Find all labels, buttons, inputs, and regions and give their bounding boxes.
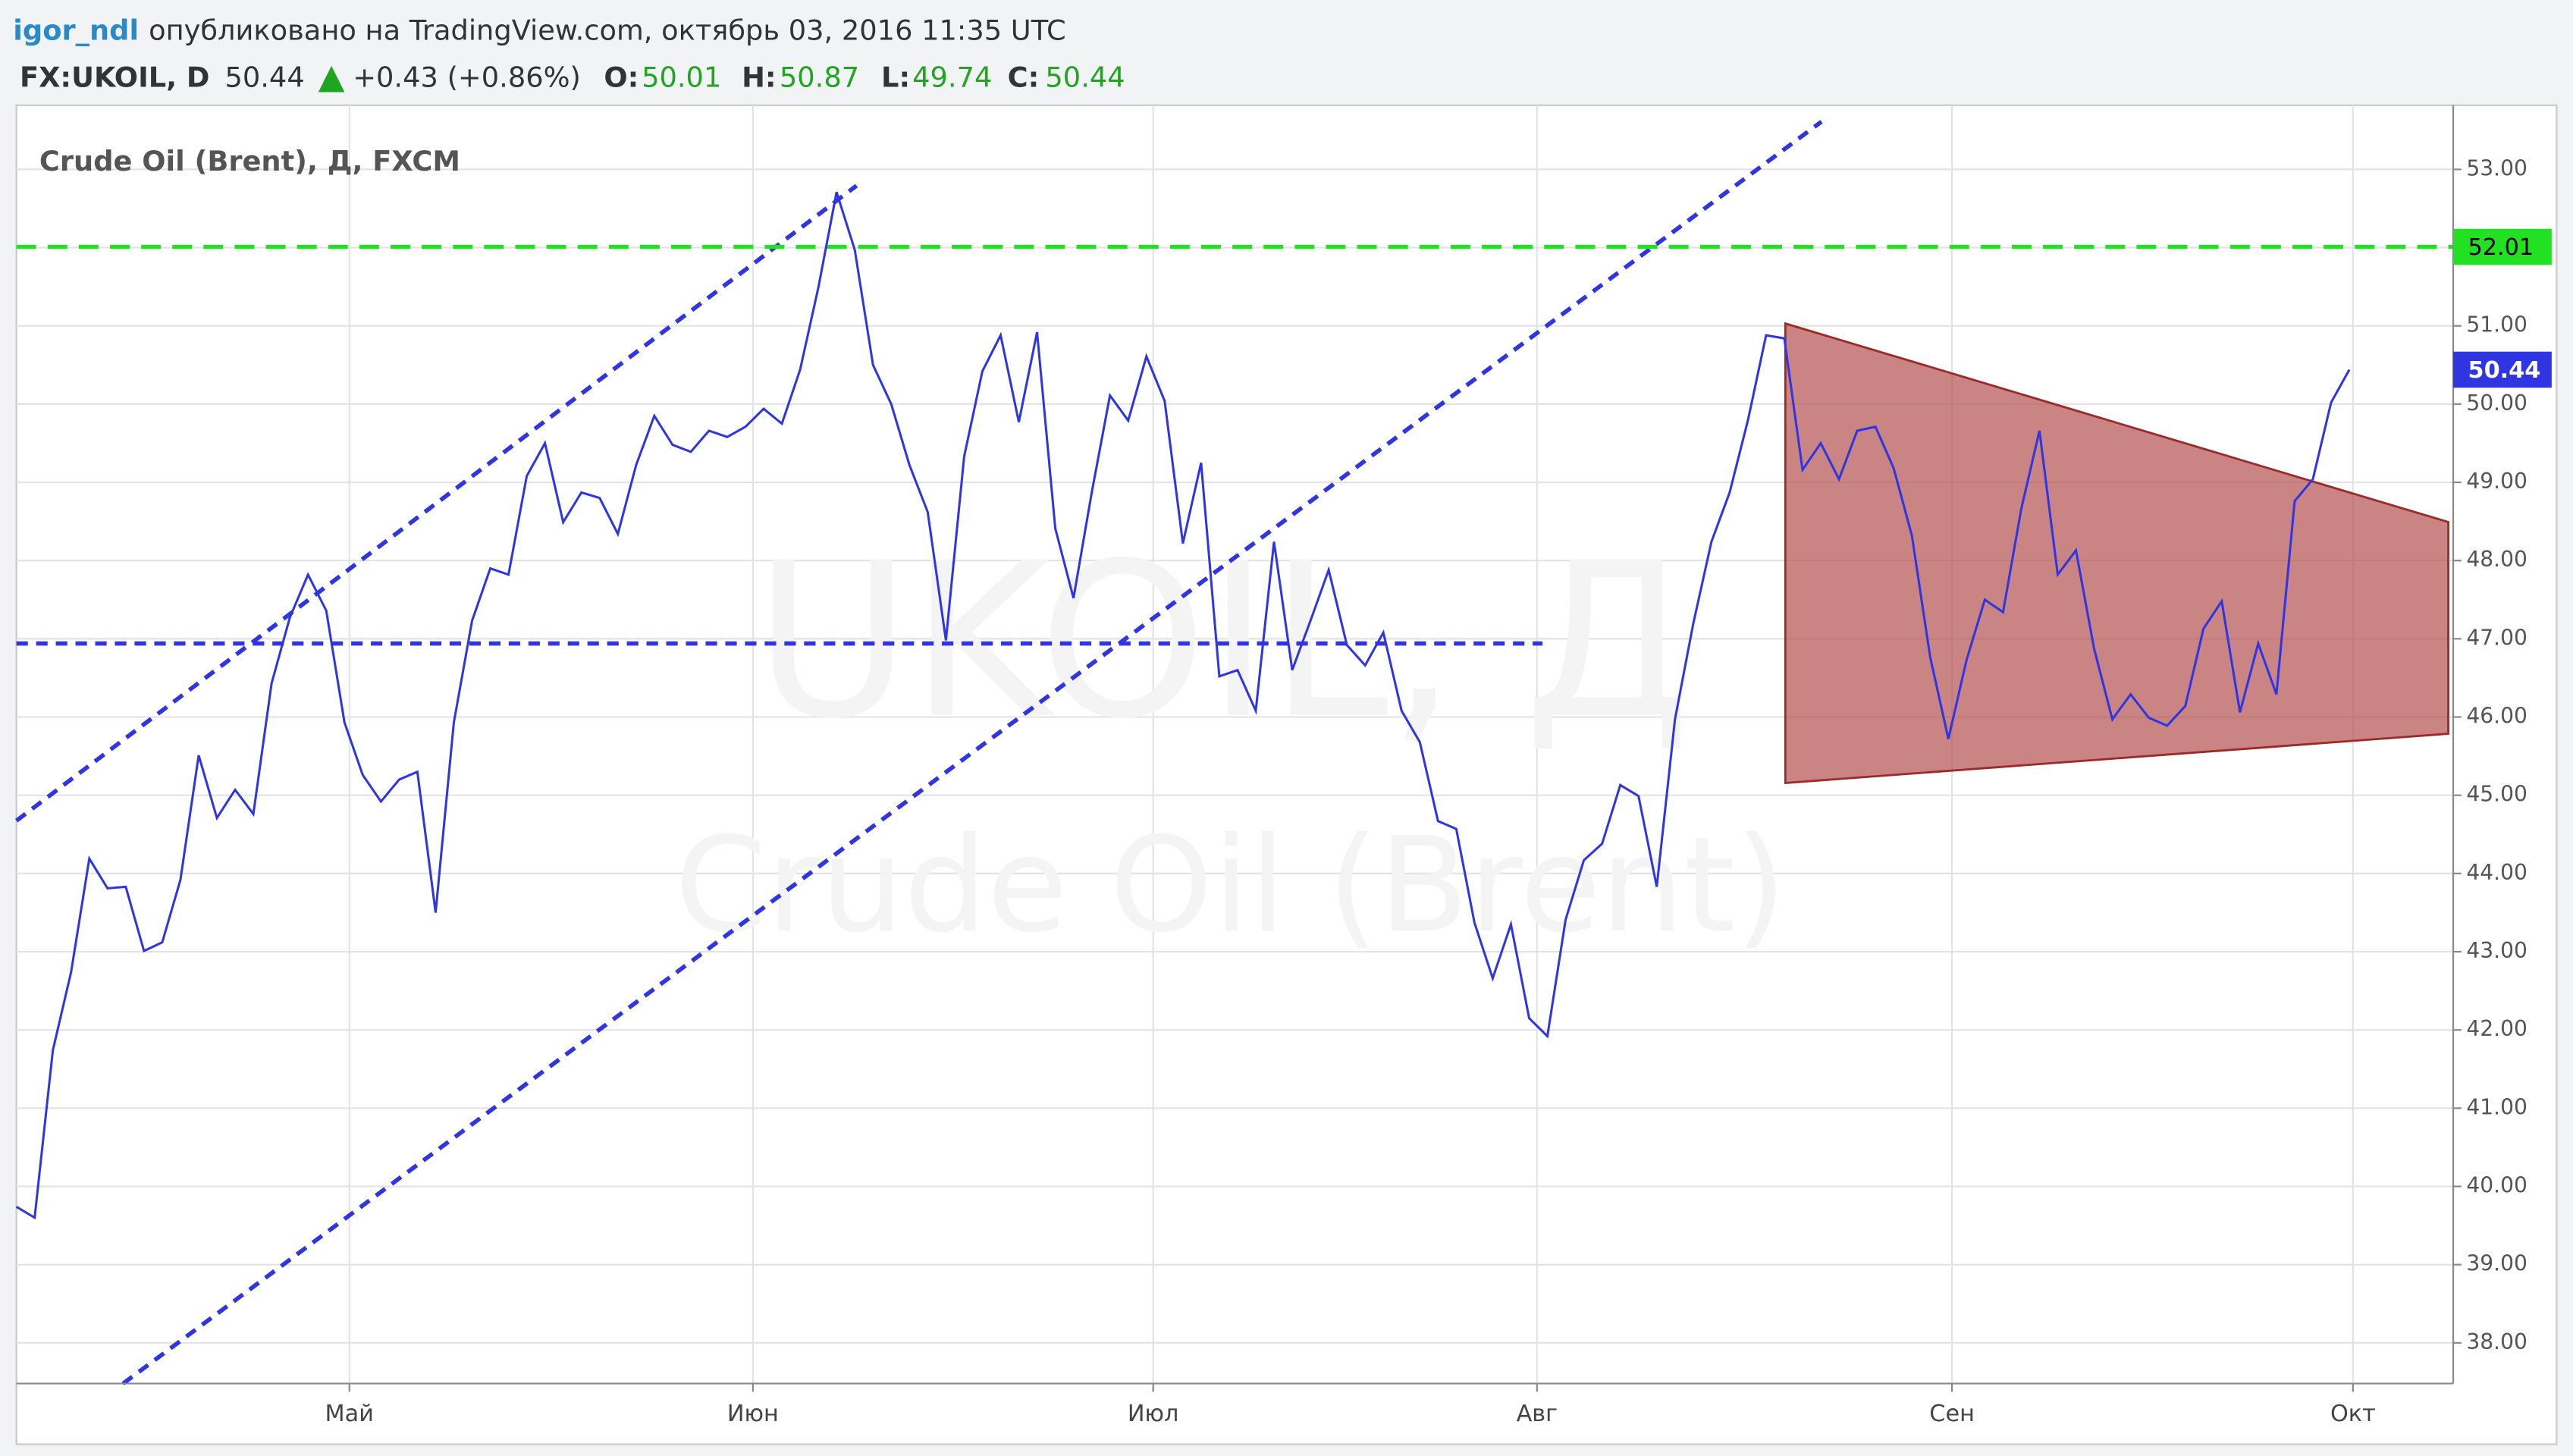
close: 50.44 xyxy=(1045,61,1125,94)
chart-title: Crude Oil (Brent), Д, FXCM xyxy=(39,145,460,177)
price-tag-label: 52.01 xyxy=(2468,234,2534,261)
change: +0.43 (+0.86%) xyxy=(353,61,581,94)
y-tick-label: 44.00 xyxy=(2466,860,2528,885)
last: 50.44 xyxy=(224,61,304,94)
open-label: O: xyxy=(604,61,639,94)
x-tick-label: Июн xyxy=(727,1401,779,1427)
x-tick-label: Окт xyxy=(2330,1401,2376,1427)
y-tick-label: 38.00 xyxy=(2466,1329,2528,1354)
plot xyxy=(15,191,2454,1220)
triangle-drawing[interactable] xyxy=(1784,322,2449,785)
open: 50.01 xyxy=(642,61,721,94)
low-label: L: xyxy=(881,61,910,94)
low: 49.74 xyxy=(912,61,992,94)
close-label: C: xyxy=(1008,61,1040,94)
y-tick-label: 51.00 xyxy=(2466,312,2528,337)
last-price-label: 50.44 xyxy=(2468,357,2541,384)
y-tick-label: 43.00 xyxy=(2466,938,2528,963)
header-line: igor_ndl опубликовано на TradingView.com,… xyxy=(13,14,1065,46)
watermark-subtitle: Crude Oil (Brent) xyxy=(675,808,1787,962)
price-line xyxy=(15,191,2351,1220)
x-tick-label: Сен xyxy=(1929,1401,1975,1427)
y-tick-label: 46.00 xyxy=(2466,704,2528,729)
x-tick-label: Авг xyxy=(1517,1401,1558,1427)
y-tick-label: 47.00 xyxy=(2466,625,2528,650)
published: опубликовано на TradingView.com, октябрь… xyxy=(149,14,1066,46)
x-tick-label: Июл xyxy=(1128,1401,1179,1427)
y-tick-label: 45.00 xyxy=(2466,782,2528,807)
y-tick-label: 42.00 xyxy=(2466,1016,2528,1041)
y-tick-label: 39.00 xyxy=(2466,1251,2528,1276)
x-tick-label: Май xyxy=(325,1401,374,1427)
y-tick-label: 48.00 xyxy=(2466,547,2528,572)
up-arrow xyxy=(318,65,345,93)
y-tick-label: 40.00 xyxy=(2466,1173,2528,1198)
symbol: FX:UKOIL, D xyxy=(20,61,210,94)
channel-lower[interactable] xyxy=(121,120,1823,1385)
high-label: H: xyxy=(742,61,776,94)
author[interactable]: igor_ndl xyxy=(13,14,139,46)
y-tick-label: 50.00 xyxy=(2466,391,2528,416)
price-tag xyxy=(2453,228,2552,265)
y-tick-label: 49.00 xyxy=(2466,469,2528,494)
y-tick-label: 53.00 xyxy=(2466,155,2528,180)
channel-upper[interactable] xyxy=(14,184,858,823)
chart-panel xyxy=(15,104,2558,1445)
y-tick-label: 41.00 xyxy=(2466,1094,2528,1119)
last-price-tag xyxy=(2453,351,2552,388)
high: 50.87 xyxy=(780,61,859,94)
